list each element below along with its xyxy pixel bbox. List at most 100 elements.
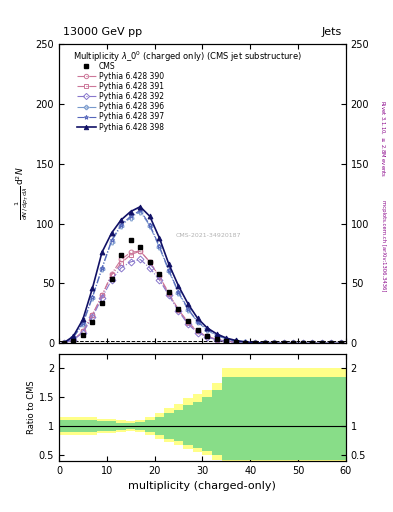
Pythia 6.428 390: [329, 340, 334, 347]
Pythia 6.428 390: [339, 340, 343, 347]
Pythia 6.428 392: [253, 340, 257, 346]
Pythia 6.428 397: [320, 340, 324, 347]
Pythia 6.428 392: [176, 308, 181, 314]
Pythia 6.428 390: [233, 339, 238, 346]
Pythia 6.428 397: [329, 340, 334, 347]
Pythia 6.428 391: [339, 340, 343, 347]
Pythia 6.428 398: [167, 261, 171, 267]
Pythia 6.428 390: [291, 340, 296, 347]
Pythia 6.428 397: [253, 340, 257, 346]
Pythia 6.428 398: [329, 340, 334, 347]
Pythia 6.428 396: [81, 321, 85, 327]
Pythia 6.428 396: [61, 340, 66, 346]
Pythia 6.428 396: [167, 268, 171, 274]
Pythia 6.428 397: [147, 222, 152, 228]
Pythia 6.428 391: [100, 292, 105, 298]
Line: Pythia 6.428 398: Pythia 6.428 398: [61, 204, 343, 346]
Pythia 6.428 396: [339, 340, 343, 347]
Pythia 6.428 392: [185, 321, 190, 327]
Pythia 6.428 391: [138, 248, 143, 254]
Pythia 6.428 397: [339, 340, 343, 347]
Pythia 6.428 398: [300, 340, 305, 347]
Pythia 6.428 392: [310, 340, 315, 347]
Text: mcplots.cern.ch [arXiv:1306.3436]: mcplots.cern.ch [arXiv:1306.3436]: [381, 200, 386, 291]
Pythia 6.428 397: [205, 326, 209, 332]
Pythia 6.428 397: [167, 267, 171, 273]
Pythia 6.428 397: [61, 340, 66, 346]
Pythia 6.428 398: [138, 204, 143, 210]
Pythia 6.428 398: [176, 283, 181, 289]
CMS: [147, 259, 152, 265]
Pythia 6.428 390: [185, 319, 190, 325]
Pythia 6.428 398: [128, 208, 133, 215]
Pythia 6.428 391: [90, 312, 95, 318]
Pythia 6.428 392: [167, 292, 171, 298]
CMS: [224, 338, 229, 344]
Pythia 6.428 391: [224, 338, 229, 345]
Pythia 6.428 391: [205, 333, 209, 339]
Y-axis label: Ratio to CMS: Ratio to CMS: [27, 380, 36, 434]
CMS: [281, 340, 286, 347]
Pythia 6.428 392: [157, 277, 162, 283]
Pythia 6.428 397: [128, 213, 133, 219]
Pythia 6.428 396: [205, 327, 209, 333]
Pythia 6.428 392: [224, 338, 229, 345]
CMS: [100, 300, 105, 306]
Pythia 6.428 398: [339, 340, 343, 347]
Pythia 6.428 390: [205, 333, 209, 339]
Pythia 6.428 397: [281, 340, 286, 347]
X-axis label: multiplicity (charged-only): multiplicity (charged-only): [129, 481, 276, 491]
Pythia 6.428 397: [157, 243, 162, 249]
Pythia 6.428 398: [81, 316, 85, 323]
Pythia 6.428 391: [195, 328, 200, 334]
Pythia 6.428 391: [262, 340, 267, 347]
CMS: [176, 306, 181, 312]
Pythia 6.428 396: [281, 340, 286, 347]
Pythia 6.428 397: [215, 332, 219, 338]
Pythia 6.428 392: [109, 277, 114, 283]
Pythia 6.428 391: [233, 339, 238, 346]
Pythia 6.428 392: [281, 340, 286, 347]
Pythia 6.428 398: [205, 325, 209, 331]
Pythia 6.428 391: [215, 337, 219, 343]
Pythia 6.428 391: [291, 340, 296, 347]
Pythia 6.428 398: [61, 340, 66, 346]
Pythia 6.428 390: [81, 328, 85, 334]
CMS: [205, 333, 209, 339]
CMS: [272, 340, 276, 347]
Pythia 6.428 396: [329, 340, 334, 347]
Pythia 6.428 396: [262, 340, 267, 346]
Pythia 6.428 396: [320, 340, 324, 347]
Pythia 6.428 397: [243, 339, 248, 346]
CMS: [185, 317, 190, 324]
Pythia 6.428 397: [300, 340, 305, 347]
Pythia 6.428 391: [253, 340, 257, 346]
Pythia 6.428 391: [147, 259, 152, 265]
Pythia 6.428 396: [128, 215, 133, 221]
Pythia 6.428 390: [138, 248, 143, 254]
Pythia 6.428 392: [90, 314, 95, 320]
Pythia 6.428 390: [147, 259, 152, 265]
Pythia 6.428 392: [205, 334, 209, 340]
Pythia 6.428 392: [272, 340, 276, 347]
Pythia 6.428 397: [310, 340, 315, 347]
Pythia 6.428 390: [262, 340, 267, 347]
Pythia 6.428 397: [272, 340, 276, 347]
Pythia 6.428 392: [138, 257, 143, 263]
Line: Pythia 6.428 391: Pythia 6.428 391: [61, 249, 343, 346]
Pythia 6.428 396: [147, 223, 152, 229]
Pythia 6.428 398: [157, 235, 162, 241]
Pythia 6.428 390: [119, 257, 123, 263]
Pythia 6.428 398: [100, 249, 105, 255]
Pythia 6.428 391: [71, 337, 75, 343]
Pythia 6.428 396: [71, 334, 75, 340]
Pythia 6.428 390: [253, 340, 257, 346]
Pythia 6.428 391: [157, 274, 162, 281]
Pythia 6.428 392: [81, 330, 85, 336]
Pythia 6.428 390: [176, 307, 181, 313]
Pythia 6.428 391: [109, 272, 114, 278]
Pythia 6.428 397: [71, 334, 75, 340]
CMS: [128, 237, 133, 243]
Text: Jets: Jets: [321, 27, 342, 37]
Pythia 6.428 390: [90, 312, 95, 318]
